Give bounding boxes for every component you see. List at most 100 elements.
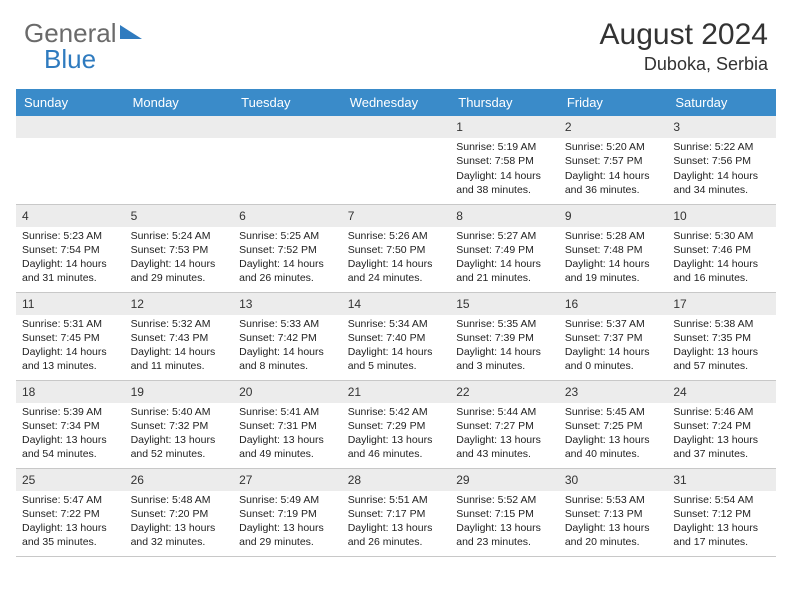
daylight-text: Daylight: 13 hours and 37 minutes. <box>673 433 770 461</box>
sunset-text: Sunset: 7:43 PM <box>131 331 228 345</box>
daylight-text: Daylight: 13 hours and 43 minutes. <box>456 433 553 461</box>
daylight-text: Daylight: 14 hours and 38 minutes. <box>456 169 553 197</box>
sunrise-text: Sunrise: 5:37 AM <box>565 317 662 331</box>
daylight-text: Daylight: 14 hours and 26 minutes. <box>239 257 336 285</box>
day-content: Sunrise: 5:25 AMSunset: 7:52 PMDaylight:… <box>233 227 342 290</box>
daylight-text: Daylight: 14 hours and 8 minutes. <box>239 345 336 373</box>
day-content: Sunrise: 5:38 AMSunset: 7:35 PMDaylight:… <box>667 315 776 378</box>
weekday-header: Wednesday <box>342 89 451 116</box>
day-content: Sunrise: 5:19 AMSunset: 7:58 PMDaylight:… <box>450 138 559 201</box>
daylight-text: Daylight: 14 hours and 29 minutes. <box>131 257 228 285</box>
day-content: Sunrise: 5:20 AMSunset: 7:57 PMDaylight:… <box>559 138 668 201</box>
calendar-cell: 22Sunrise: 5:44 AMSunset: 7:27 PMDayligh… <box>450 380 559 468</box>
sunrise-text: Sunrise: 5:44 AM <box>456 405 553 419</box>
sunrise-text: Sunrise: 5:45 AM <box>565 405 662 419</box>
weekday-header: Thursday <box>450 89 559 116</box>
day-content: Sunrise: 5:37 AMSunset: 7:37 PMDaylight:… <box>559 315 668 378</box>
day-content: Sunrise: 5:54 AMSunset: 7:12 PMDaylight:… <box>667 491 776 554</box>
daylight-text: Daylight: 13 hours and 46 minutes. <box>348 433 445 461</box>
day-content: Sunrise: 5:46 AMSunset: 7:24 PMDaylight:… <box>667 403 776 466</box>
calendar-cell: 16Sunrise: 5:37 AMSunset: 7:37 PMDayligh… <box>559 292 668 380</box>
day-content: Sunrise: 5:28 AMSunset: 7:48 PMDaylight:… <box>559 227 668 290</box>
day-number: 12 <box>125 293 234 315</box>
sunset-text: Sunset: 7:50 PM <box>348 243 445 257</box>
sunrise-text: Sunrise: 5:26 AM <box>348 229 445 243</box>
sunrise-text: Sunrise: 5:25 AM <box>239 229 336 243</box>
sunset-text: Sunset: 7:39 PM <box>456 331 553 345</box>
day-number: 6 <box>233 205 342 227</box>
sunset-text: Sunset: 7:40 PM <box>348 331 445 345</box>
day-number: 27 <box>233 469 342 491</box>
sunrise-text: Sunrise: 5:48 AM <box>131 493 228 507</box>
sunset-text: Sunset: 7:53 PM <box>131 243 228 257</box>
sunset-text: Sunset: 7:17 PM <box>348 507 445 521</box>
daylight-text: Daylight: 13 hours and 20 minutes. <box>565 521 662 549</box>
day-content: Sunrise: 5:35 AMSunset: 7:39 PMDaylight:… <box>450 315 559 378</box>
sunrise-text: Sunrise: 5:20 AM <box>565 140 662 154</box>
sunrise-text: Sunrise: 5:53 AM <box>565 493 662 507</box>
daylight-text: Daylight: 13 hours and 57 minutes. <box>673 345 770 373</box>
day-content: Sunrise: 5:31 AMSunset: 7:45 PMDaylight:… <box>16 315 125 378</box>
sunset-text: Sunset: 7:37 PM <box>565 331 662 345</box>
day-content: Sunrise: 5:26 AMSunset: 7:50 PMDaylight:… <box>342 227 451 290</box>
daylight-text: Daylight: 13 hours and 32 minutes. <box>131 521 228 549</box>
day-number: 2 <box>559 116 668 138</box>
day-number: 8 <box>450 205 559 227</box>
day-content: Sunrise: 5:34 AMSunset: 7:40 PMDaylight:… <box>342 315 451 378</box>
day-number: 25 <box>16 469 125 491</box>
day-content: Sunrise: 5:33 AMSunset: 7:42 PMDaylight:… <box>233 315 342 378</box>
calendar-cell: 9Sunrise: 5:28 AMSunset: 7:48 PMDaylight… <box>559 204 668 292</box>
calendar-cell: 2Sunrise: 5:20 AMSunset: 7:57 PMDaylight… <box>559 116 668 204</box>
calendar-table: SundayMondayTuesdayWednesdayThursdayFrid… <box>16 89 776 557</box>
sunset-text: Sunset: 7:45 PM <box>22 331 119 345</box>
sunrise-text: Sunrise: 5:35 AM <box>456 317 553 331</box>
sunset-text: Sunset: 7:52 PM <box>239 243 336 257</box>
day-number: 9 <box>559 205 668 227</box>
sunset-text: Sunset: 7:34 PM <box>22 419 119 433</box>
sunrise-text: Sunrise: 5:46 AM <box>673 405 770 419</box>
sunrise-text: Sunrise: 5:49 AM <box>239 493 336 507</box>
day-number: 14 <box>342 293 451 315</box>
calendar-week-row: 18Sunrise: 5:39 AMSunset: 7:34 PMDayligh… <box>16 380 776 468</box>
calendar-cell: 28Sunrise: 5:51 AMSunset: 7:17 PMDayligh… <box>342 468 451 556</box>
sunset-text: Sunset: 7:29 PM <box>348 419 445 433</box>
day-number: 22 <box>450 381 559 403</box>
day-content: Sunrise: 5:49 AMSunset: 7:19 PMDaylight:… <box>233 491 342 554</box>
daylight-text: Daylight: 13 hours and 29 minutes. <box>239 521 336 549</box>
weekday-header: Tuesday <box>233 89 342 116</box>
day-content: Sunrise: 5:22 AMSunset: 7:56 PMDaylight:… <box>667 138 776 201</box>
calendar-cell: 13Sunrise: 5:33 AMSunset: 7:42 PMDayligh… <box>233 292 342 380</box>
sunset-text: Sunset: 7:20 PM <box>131 507 228 521</box>
day-content: Sunrise: 5:53 AMSunset: 7:13 PMDaylight:… <box>559 491 668 554</box>
sunset-text: Sunset: 7:58 PM <box>456 154 553 168</box>
day-number: 24 <box>667 381 776 403</box>
daylight-text: Daylight: 13 hours and 40 minutes. <box>565 433 662 461</box>
day-number: 18 <box>16 381 125 403</box>
calendar-cell: 6Sunrise: 5:25 AMSunset: 7:52 PMDaylight… <box>233 204 342 292</box>
empty-daynum <box>16 116 125 138</box>
calendar-cell: 5Sunrise: 5:24 AMSunset: 7:53 PMDaylight… <box>125 204 234 292</box>
calendar-cell: 15Sunrise: 5:35 AMSunset: 7:39 PMDayligh… <box>450 292 559 380</box>
sunrise-text: Sunrise: 5:51 AM <box>348 493 445 507</box>
day-content: Sunrise: 5:52 AMSunset: 7:15 PMDaylight:… <box>450 491 559 554</box>
calendar-cell: 29Sunrise: 5:52 AMSunset: 7:15 PMDayligh… <box>450 468 559 556</box>
calendar-body: 1Sunrise: 5:19 AMSunset: 7:58 PMDaylight… <box>16 116 776 556</box>
day-content: Sunrise: 5:42 AMSunset: 7:29 PMDaylight:… <box>342 403 451 466</box>
sunrise-text: Sunrise: 5:28 AM <box>565 229 662 243</box>
calendar-cell: 30Sunrise: 5:53 AMSunset: 7:13 PMDayligh… <box>559 468 668 556</box>
calendar-cell: 10Sunrise: 5:30 AMSunset: 7:46 PMDayligh… <box>667 204 776 292</box>
daylight-text: Daylight: 14 hours and 21 minutes. <box>456 257 553 285</box>
sunrise-text: Sunrise: 5:30 AM <box>673 229 770 243</box>
daylight-text: Daylight: 14 hours and 5 minutes. <box>348 345 445 373</box>
page-header: General August 2024 Duboka, Serbia <box>0 0 792 83</box>
calendar-cell <box>342 116 451 204</box>
daylight-text: Daylight: 13 hours and 23 minutes. <box>456 521 553 549</box>
calendar-cell: 31Sunrise: 5:54 AMSunset: 7:12 PMDayligh… <box>667 468 776 556</box>
day-content: Sunrise: 5:27 AMSunset: 7:49 PMDaylight:… <box>450 227 559 290</box>
day-number: 13 <box>233 293 342 315</box>
calendar-cell: 26Sunrise: 5:48 AMSunset: 7:20 PMDayligh… <box>125 468 234 556</box>
calendar-cell: 25Sunrise: 5:47 AMSunset: 7:22 PMDayligh… <box>16 468 125 556</box>
day-number: 29 <box>450 469 559 491</box>
sunset-text: Sunset: 7:57 PM <box>565 154 662 168</box>
sunrise-text: Sunrise: 5:42 AM <box>348 405 445 419</box>
